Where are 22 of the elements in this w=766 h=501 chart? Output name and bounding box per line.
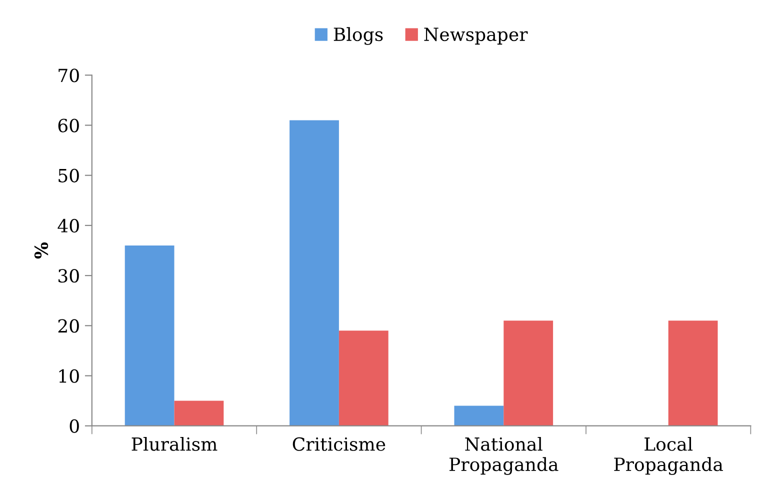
bar xyxy=(124,245,174,426)
bar xyxy=(504,320,554,426)
y-tick-label: 50 xyxy=(58,168,79,182)
y-tick-label: 0 xyxy=(70,419,79,433)
bar xyxy=(290,120,339,426)
y-tick-label: 20 xyxy=(58,319,79,333)
x-tick-label: Criticisme xyxy=(292,437,386,451)
bar xyxy=(338,330,388,426)
bar xyxy=(174,400,224,426)
x-tick-label: National Propaganda xyxy=(450,436,558,475)
y-tick-label: 40 xyxy=(58,218,79,233)
y-tick-label: 60 xyxy=(58,118,79,132)
y-tick-label: 10 xyxy=(59,369,79,383)
bar xyxy=(454,406,504,426)
y-tick-label: 30 xyxy=(58,269,79,283)
x-tick-label: Pluralism xyxy=(132,436,218,451)
bar xyxy=(668,320,718,426)
legend-label: Newspaper xyxy=(424,28,528,45)
y-axis-title: % xyxy=(34,242,48,259)
legend-label: Blogs xyxy=(334,27,383,45)
y-tick-label: 70 xyxy=(58,68,79,82)
x-tick-label: Local Propaganda xyxy=(614,436,723,475)
